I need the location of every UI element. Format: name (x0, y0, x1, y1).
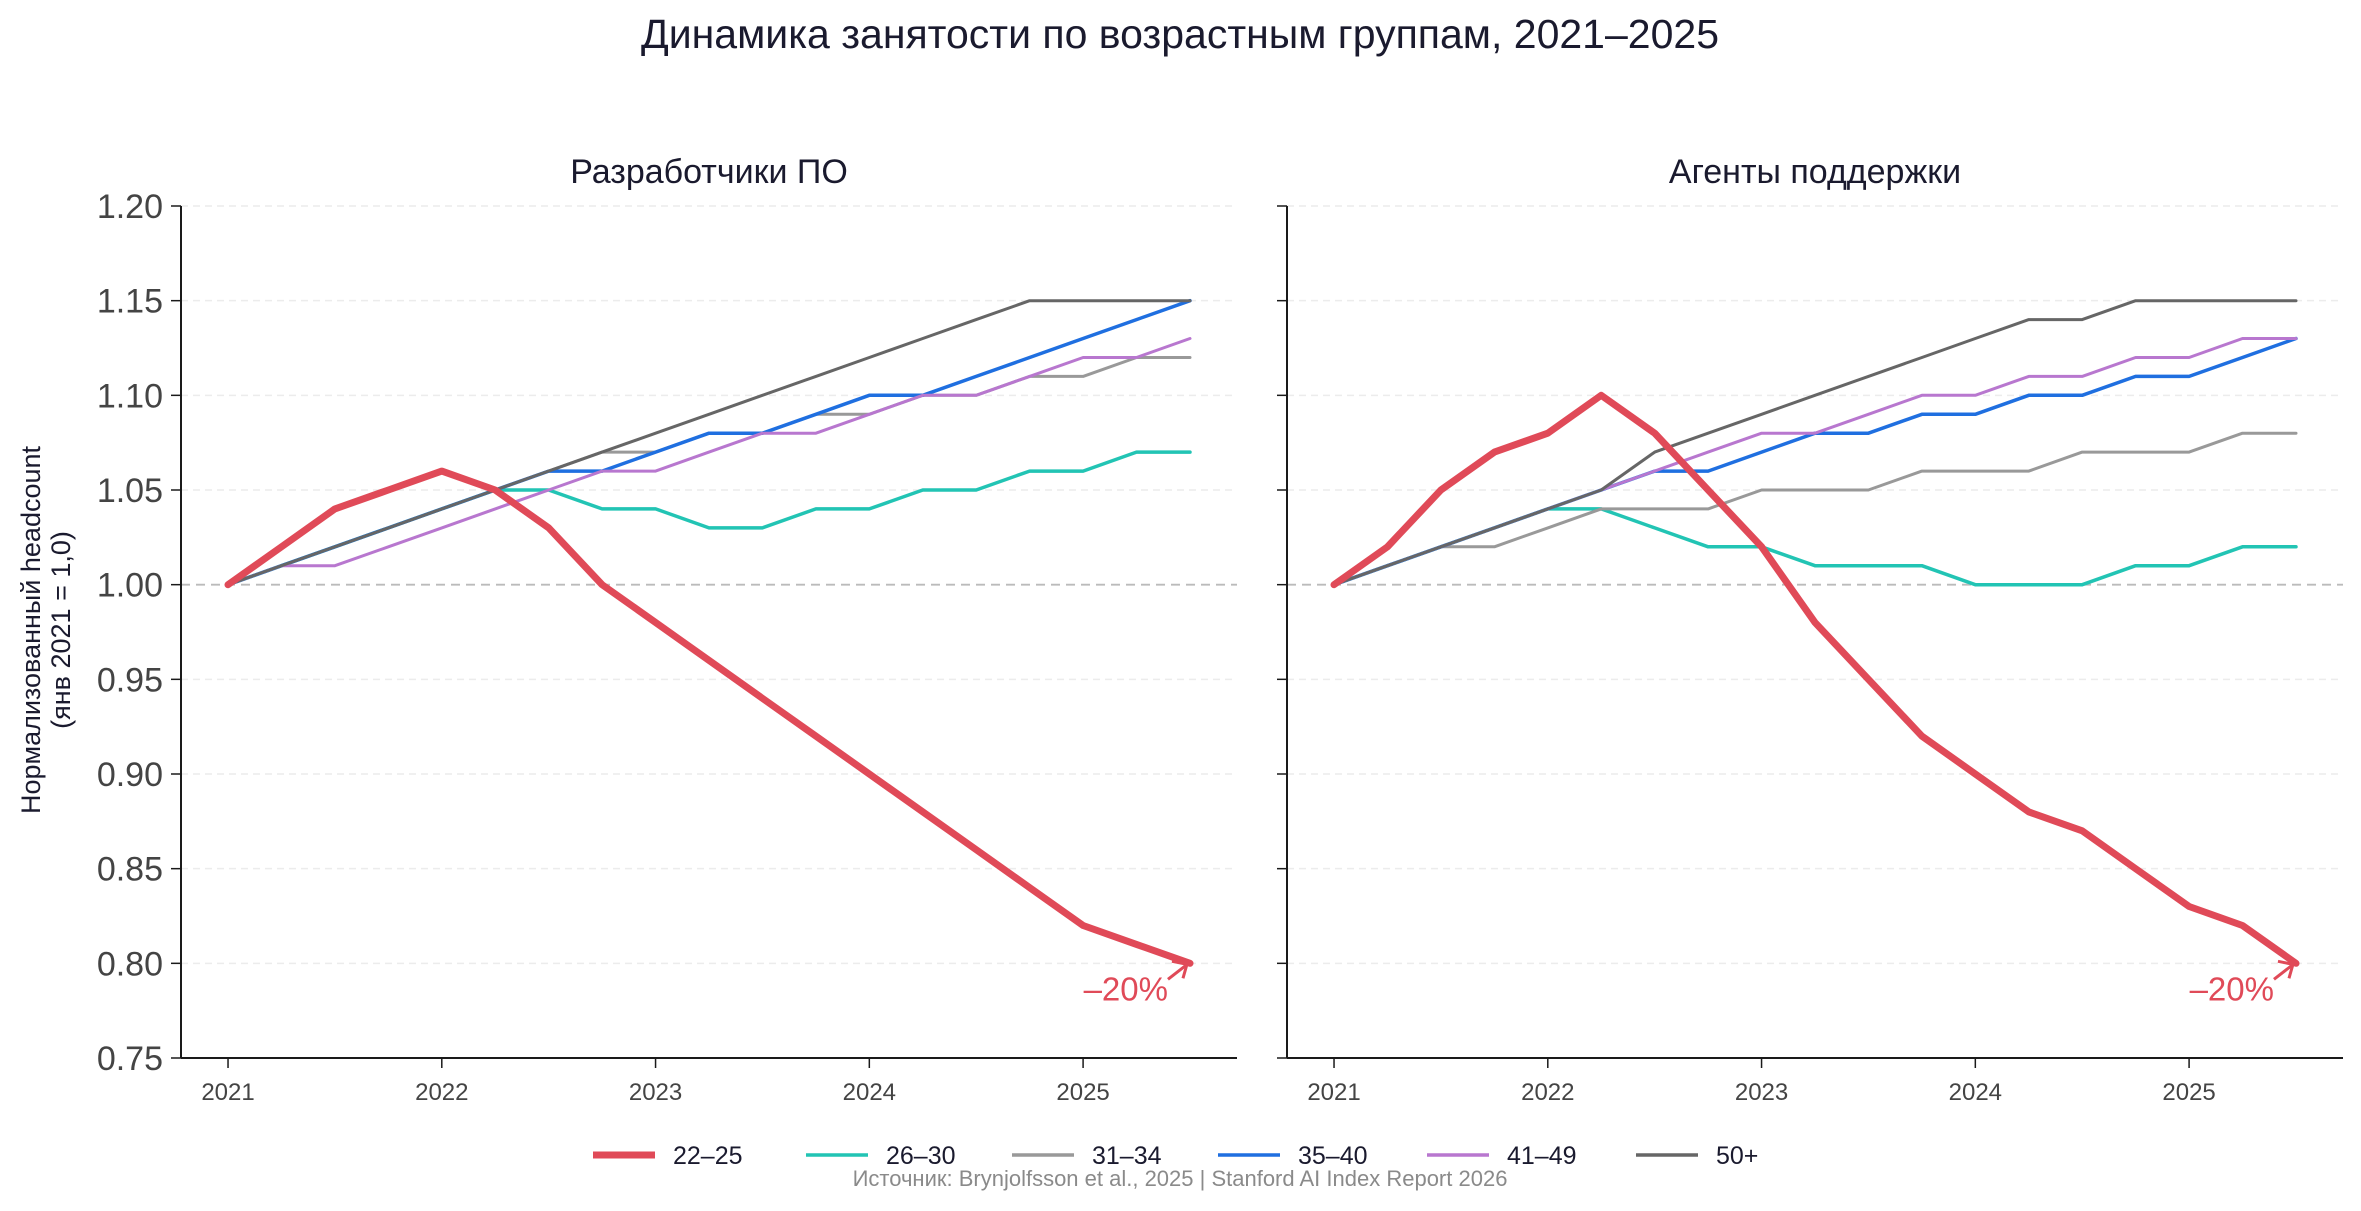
panel-2: Агенты поддержки 2021 2022 2023 2024 2025 –20% (1277, 153, 2343, 1106)
legend-label: 50+ (1716, 1142, 1758, 1170)
panel-title: Разработчики ПО (570, 153, 848, 191)
legend-label: 26–30 (886, 1142, 956, 1170)
y-axis-label-line1: Нормализованный headcount (16, 445, 46, 814)
annotation-arrow (2273, 964, 2293, 981)
x-tick-label: 2021 (1307, 1079, 1360, 1106)
x-tick-label: 2021 (201, 1079, 254, 1106)
y-tick-label: 0.75 (97, 1040, 163, 1078)
y-tick-label: 0.80 (97, 945, 163, 983)
legend-label: 41–49 (1507, 1142, 1577, 1170)
series-line-31–34 (1332, 431, 2298, 587)
series-line-41–49 (226, 337, 1192, 587)
y-tick-label: 0.95 (97, 661, 163, 699)
x-tick-label: 2023 (1735, 1079, 1788, 1106)
series-line-22–25 (1330, 391, 2300, 967)
series-line-26–30 (226, 450, 1192, 587)
series-line-35–40 (226, 298, 1192, 587)
x-tick-label: 2023 (629, 1079, 682, 1106)
y-tick-label: 1.00 (97, 567, 163, 605)
x-tick-label: 2025 (2162, 1079, 2215, 1106)
annotation-arrowhead (2277, 959, 2295, 979)
annotation-label: –20% (2190, 970, 2274, 1007)
y-axis-label-line2: (янв 2021 = 1,0) (46, 531, 76, 729)
y-tick-label: 1.05 (97, 472, 163, 510)
x-tick-label: 2025 (1056, 1079, 1109, 1106)
series-line-50+ (226, 299, 1192, 587)
y-tick-label: 0.90 (97, 756, 163, 794)
y-tick-label: 1.15 (97, 283, 163, 321)
source-note: Источник: Brynjolfsson et al., 2025 | St… (853, 1166, 1508, 1191)
legend-label: 35–40 (1298, 1142, 1368, 1170)
series-line-22–25 (224, 467, 1194, 967)
y-tick-label: 1.20 (97, 188, 163, 226)
panel-1: Разработчики ПО 1.20 1.15 1.10 1.05 1.00 0.95 0… (97, 153, 1237, 1106)
x-tick-label: 2022 (1521, 1079, 1574, 1106)
y-tick-label: 0.85 (97, 851, 163, 889)
x-tick-label: 2022 (415, 1079, 468, 1106)
annotation-label: –20% (1084, 970, 1168, 1007)
legend-label: 31–34 (1092, 1142, 1162, 1170)
x-tick-label: 2024 (843, 1079, 896, 1106)
x-tick-label: 2024 (1949, 1079, 2002, 1106)
panel-title: Агенты поддержки (1669, 153, 1961, 191)
annotation-arrow (1167, 964, 1187, 981)
series-line-50+ (1332, 299, 2298, 587)
y-tick-label: 1.10 (97, 377, 163, 415)
annotation-arrowhead (1171, 959, 1189, 979)
chart-title: Динамика занятости по возрастным группам… (641, 11, 1719, 57)
legend-label: 22–25 (673, 1142, 743, 1170)
legend: 22–25 26–30 31–34 35–40 41–49 50+ (593, 1142, 1758, 1170)
